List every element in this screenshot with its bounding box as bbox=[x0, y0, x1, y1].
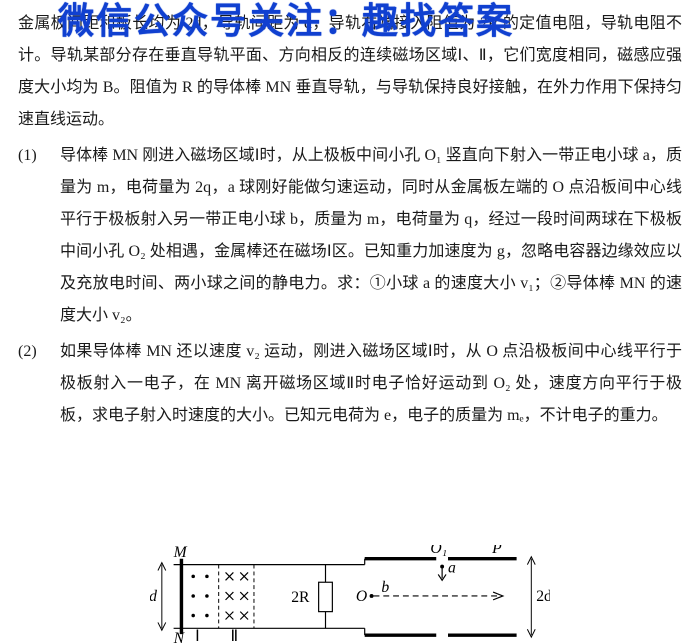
document-body: 金属板间距和板长均为 2d，导轨间距为 d，导轨右端接入阻值为 2R 的定值电阻… bbox=[0, 0, 700, 432]
question-1-text: 导体棒 MN 刚进入磁场区域Ⅰ时，从上极板中间小孔 O₁ 竖直向下射入一带正电小… bbox=[60, 147, 682, 324]
watermark-overlay: 微信公众号关注：趣找答案 bbox=[58, 0, 514, 44]
field-in-icon bbox=[226, 572, 249, 619]
label-2d: 2d bbox=[536, 588, 550, 605]
label-a: a bbox=[448, 559, 456, 576]
circuit-diagram: M N Ⅰ Ⅱ d 2R O₁ P a O b bbox=[150, 545, 550, 643]
label-region-1: Ⅰ bbox=[195, 628, 200, 643]
label-O1: O₁ bbox=[430, 545, 447, 557]
question-1-number: (1) bbox=[18, 140, 37, 172]
label-M: M bbox=[173, 545, 188, 561]
label-N: N bbox=[173, 630, 186, 643]
label-d: d bbox=[150, 588, 157, 605]
label-region-2: Ⅱ bbox=[230, 628, 238, 643]
label-b: b bbox=[381, 579, 389, 596]
question-2: (2) 如果导体棒 MN 还以速度 v₂ 运动，刚进入磁场区域Ⅰ时，从 O 点沿… bbox=[18, 336, 682, 432]
label-O: O bbox=[356, 588, 367, 605]
question-2-text: 如果导体棒 MN 还以速度 v₂ 运动，刚进入磁场区域Ⅰ时，从 O 点沿极板间中… bbox=[60, 343, 682, 424]
field-out-icon bbox=[191, 575, 208, 618]
label-2R: 2R bbox=[291, 589, 310, 606]
question-1: (1) 导体棒 MN 刚进入磁场区域Ⅰ时，从上极板中间小孔 O₁ 竖直向下射入一… bbox=[18, 140, 682, 332]
label-P: P bbox=[491, 545, 502, 557]
question-2-number: (2) bbox=[18, 336, 37, 368]
